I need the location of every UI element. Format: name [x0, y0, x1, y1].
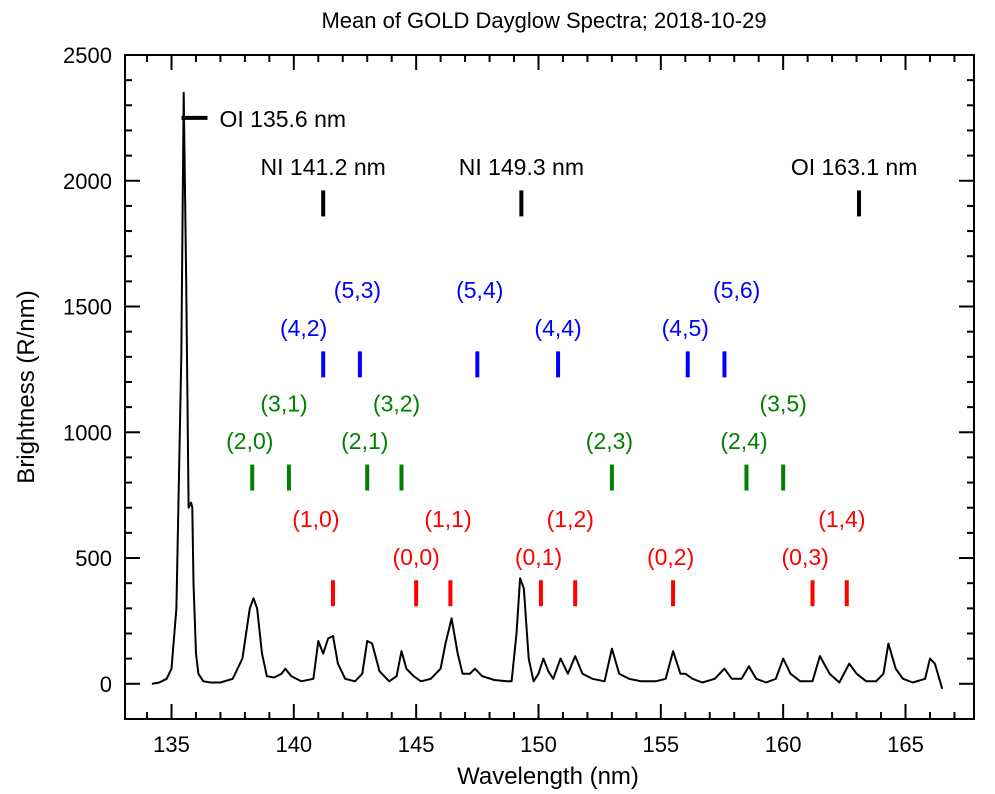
- legend-marker-label: OI 135.6 nm: [220, 106, 347, 132]
- line-marker-label: (2,4): [720, 428, 767, 454]
- line-marker-label: NI 149.3 nm: [459, 154, 584, 180]
- line-marker-label: (5,4): [456, 277, 503, 303]
- line-marker-label: OI 163.1 nm: [791, 154, 918, 180]
- line-marker-label: (0,2): [647, 544, 694, 570]
- x-tick-label: 160: [765, 732, 802, 757]
- line-marker-label: (1,4): [818, 506, 865, 532]
- line-marker-label: (2,1): [341, 428, 388, 454]
- y-tick-label: 2000: [63, 169, 112, 194]
- line-marker-label: (2,0): [226, 428, 273, 454]
- line-marker-label: (3,2): [373, 390, 420, 416]
- x-tick-label: 150: [520, 732, 557, 757]
- line-marker-label: (5,6): [713, 277, 760, 303]
- y-tick-label: 1000: [63, 420, 112, 445]
- line-marker-label: (0,3): [782, 544, 829, 570]
- y-tick-label: 0: [100, 672, 112, 697]
- line-marker-label: (4,4): [534, 315, 581, 341]
- chart-title: Mean of GOLD Dayglow Spectra; 2018-10-29: [321, 8, 766, 33]
- x-axis-label: Wavelength (nm): [457, 763, 639, 790]
- y-tick-label: 1500: [63, 295, 112, 320]
- line-marker-label: NI 141.2 nm: [261, 154, 386, 180]
- series-layer: [151, 91, 944, 690]
- line-marker-label: (1,0): [292, 506, 339, 532]
- x-tick-label: 145: [398, 732, 435, 757]
- line-marker-label: (0,0): [393, 544, 440, 570]
- y-tick-label: 500: [75, 546, 112, 571]
- line-marker-label: (1,2): [547, 506, 594, 532]
- axis-tick-labels: 135 140 145 150 155 160 165 0 500 1000 1500 2000 250…: [63, 43, 924, 757]
- line-marker-label: (4,5): [662, 315, 709, 341]
- line-marker-label: (1,1): [424, 506, 471, 532]
- x-tick-label: 135: [153, 732, 190, 757]
- line-marker-label: (0,1): [515, 544, 562, 570]
- line-marker-label: (3,5): [760, 390, 807, 416]
- plot-frame: [124, 54, 975, 720]
- line-marker-label: (3,1): [260, 390, 307, 416]
- y-axis-label: Brightness (R/nm): [13, 290, 40, 483]
- y-tick-label: 2500: [63, 43, 112, 68]
- line-markers-layer: OI 135.6 nm NI 141.2 nm NI 149.3 nm OI 163.…: [181, 106, 918, 607]
- x-tick-label: 155: [642, 732, 679, 757]
- x-tick-label: 140: [275, 732, 312, 757]
- line-marker-label: (2,3): [586, 428, 633, 454]
- line-marker-label: (4,2): [280, 315, 327, 341]
- x-tick-label: 165: [887, 732, 924, 757]
- spectrum-line: [151, 91, 944, 690]
- line-marker-label: (5,3): [334, 277, 381, 303]
